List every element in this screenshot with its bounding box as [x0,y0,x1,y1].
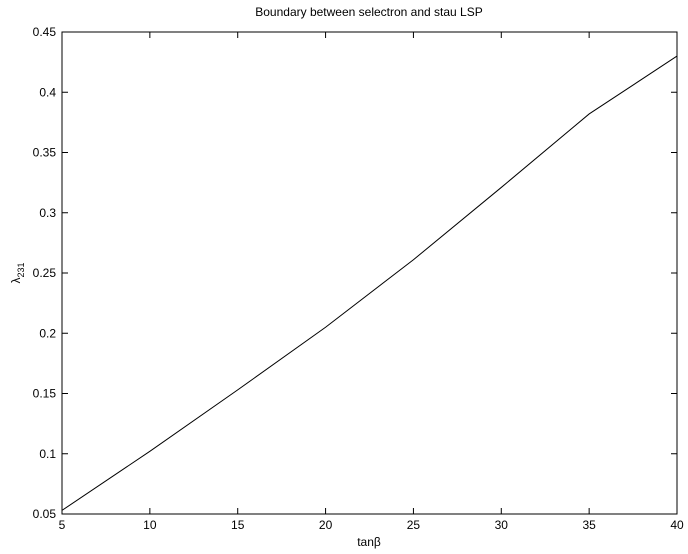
x-tick-label: 15 [231,518,245,532]
x-tick-label: 20 [319,518,333,532]
y-tick-label: 0.05 [33,507,57,521]
y-tick-label: 0.15 [33,387,57,401]
y-tick-label: 0.1 [39,447,56,461]
x-tick-label: 10 [143,518,157,532]
data-line [61,55,678,511]
x-axis-label: tanβ [357,535,381,549]
chart-title: Boundary between selectron and stau LSP [255,5,482,19]
y-tick-label: 0.35 [33,146,57,160]
y-tick-label: 0.25 [33,266,57,280]
x-tick-label: 25 [407,518,421,532]
plot-frame [61,31,678,515]
x-tick-label: 30 [495,518,509,532]
x-tick-label: 5 [59,518,66,532]
y-axis-label-subscript: 231 [16,262,26,277]
y-tick-label: 0.3 [39,206,56,220]
y-tick-label: 0.45 [33,25,57,39]
y-axis-label-main: λ [9,278,23,284]
x-tick-label: 35 [582,518,596,532]
y-axis-label: λ231 [9,262,26,283]
x-tick-label: 40 [670,518,684,532]
y-tick-label: 0.4 [39,85,56,99]
y-tick-label: 0.2 [39,326,56,340]
